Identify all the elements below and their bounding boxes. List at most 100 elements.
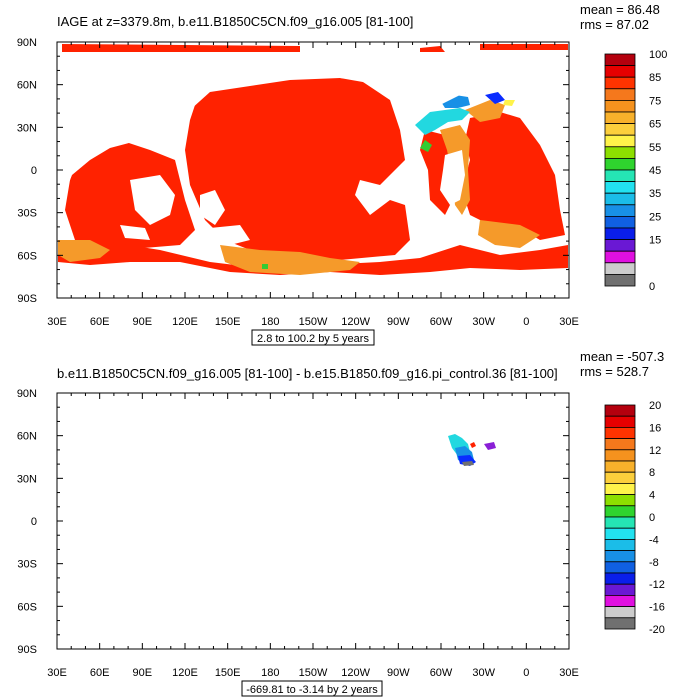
panel-1-range-box: [251, 329, 375, 346]
colorbar-label: -4: [649, 534, 659, 546]
panel-1-range-label: 2.8 to 100.2 by 5 years: [257, 333, 369, 345]
xtick-label: 120E: [172, 316, 198, 328]
panel-2-xtick-labels: 30E 60E 90E 120E 150E 180 150W 120W 90W 60W 30W 0 30…: [47, 667, 579, 679]
colorbar-swatch: [604, 192, 636, 206]
ytick-label: 60S: [17, 601, 37, 613]
colorbar-swatch: [604, 239, 636, 252]
xtick-label: 90W: [387, 316, 410, 328]
panel-1-colorbar: [604, 53, 636, 287]
xtick-label: 180: [261, 667, 279, 679]
panel-1-orange-regions: [58, 100, 540, 275]
colorbar-swatch: [604, 65, 636, 78]
ytick-label: 0: [31, 516, 37, 528]
colorbar-label: 75: [649, 95, 661, 107]
xtick-label: 150E: [215, 316, 241, 328]
colorbar-swatch: [604, 262, 636, 275]
panel-1-colorbar-labels: 100 85 75 65 55 45 35 25 15 0: [649, 49, 667, 293]
ytick-label: 90S: [17, 644, 37, 656]
panel-1-ytick-labels: 90N 60N 30N 0 30S 60S 90S: [17, 37, 37, 305]
colorbar-label: 85: [649, 72, 661, 84]
xtick-label: 0: [523, 667, 529, 679]
panel-1-xtick-labels: 30E 60E 90E 120E 150E 180 150W 120W 90W 60W 30W 0 30…: [47, 316, 579, 328]
colorbar-swatch: [604, 181, 636, 194]
xtick-label: 60W: [430, 316, 453, 328]
ytick-label: 30S: [17, 559, 37, 571]
xtick-label: 120E: [172, 667, 198, 679]
xtick-label: 60E: [90, 316, 110, 328]
colorbar-swatch: [604, 88, 636, 101]
colorbar-label: 12: [649, 445, 661, 457]
colorbar-label: 16: [649, 422, 661, 434]
colorbar-swatch: [604, 494, 636, 507]
xtick-label: 150W: [299, 316, 328, 328]
colorbar-swatch: [604, 505, 636, 518]
colorbar-swatch: [604, 215, 636, 229]
ytick-label: 0: [31, 165, 37, 177]
xtick-label: 30E: [559, 316, 579, 328]
panel-2-colorbar-labels: 20 16 12 8 4 0 -4 -8 -12 -16 -20: [649, 400, 665, 636]
colorbar-label: 4: [649, 490, 655, 502]
panel-1-ticks: [56, 41, 570, 299]
panel-1-mean: mean = 86.48: [580, 2, 660, 17]
colorbar-swatch: [604, 438, 636, 451]
panel-2-ticks: [56, 392, 570, 650]
ytick-label: 60S: [17, 250, 37, 262]
panel-2-frame: [56, 392, 570, 650]
colorbar-label: 35: [649, 188, 661, 200]
colorbar-label: -16: [649, 602, 665, 614]
ytick-label: 60N: [17, 80, 37, 92]
colorbar-label: 65: [649, 119, 661, 131]
panel-2-rms: rms = 528.7: [580, 364, 649, 379]
panel-2-mean: mean = -507.3: [580, 349, 664, 364]
xtick-label: 30W: [472, 667, 495, 679]
colorbar-swatch: [604, 100, 636, 113]
colorbar-swatch: [604, 404, 636, 417]
colorbar-swatch: [604, 250, 636, 264]
panel-1-map: [58, 44, 568, 297]
xtick-label: 150W: [299, 667, 328, 679]
colorbar-swatch: [604, 76, 636, 90]
ytick-label: 30N: [17, 122, 37, 134]
colorbar-label: 55: [649, 142, 661, 154]
xtick-label: 30E: [47, 667, 67, 679]
colorbar-label: 20: [649, 400, 661, 412]
panel-2-colorbar: [604, 404, 636, 630]
colorbar-label: 45: [649, 165, 661, 177]
colorbar-swatch: [604, 53, 636, 67]
colorbar-swatch: [604, 204, 636, 217]
panel-1-field: [58, 44, 568, 275]
xtick-label: 30W: [472, 316, 495, 328]
xtick-label: 180: [261, 316, 279, 328]
colorbar-label: -8: [649, 557, 659, 569]
colorbar-swatch: [604, 111, 636, 125]
xtick-label: 60E: [90, 667, 110, 679]
panel-2-map: [448, 434, 496, 466]
colorbar-label: 0: [649, 512, 655, 524]
colorbar-swatch: [604, 516, 636, 529]
panel-2-ytick-labels: 90N 60N 30N 0 30S 60S 90S: [17, 388, 37, 656]
panel-2-anomaly-patch: [448, 434, 496, 466]
xtick-label: 30E: [559, 667, 579, 679]
colorbar-swatch: [604, 606, 636, 619]
colorbar-label: -20: [649, 624, 665, 636]
colorbar-swatch: [604, 595, 636, 608]
colorbar-label: 100: [649, 49, 667, 61]
xtick-label: 60W: [430, 667, 453, 679]
panel-1-land: [58, 55, 568, 297]
colorbar-swatch: [604, 273, 636, 287]
colorbar-label: -12: [649, 579, 665, 591]
xtick-label: 150E: [215, 667, 241, 679]
colorbar-swatch: [604, 146, 636, 159]
colorbar-label: 25: [649, 211, 661, 223]
colorbar-swatch: [604, 134, 636, 148]
colorbar-swatch: [604, 482, 636, 495]
colorbar-swatch: [604, 426, 636, 439]
ytick-label: 90S: [17, 293, 37, 305]
ytick-label: 30S: [17, 208, 37, 220]
panel-1-title: IAGE at z=3379.8m, b.e11.B1850C5CN.f09_g…: [57, 14, 413, 29]
colorbar-swatch: [604, 169, 636, 183]
ytick-label: 60N: [17, 431, 37, 443]
xtick-label: 90W: [387, 667, 410, 679]
panel-2-title: b.e11.B1850C5CN.f09_g16.005 [81-100] - b…: [57, 366, 558, 381]
